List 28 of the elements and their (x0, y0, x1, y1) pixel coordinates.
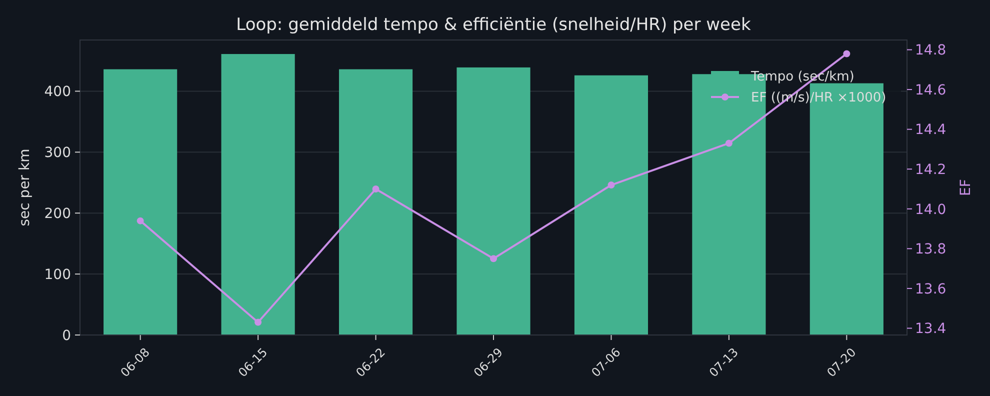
point (372, 185, 380, 192)
y2-tick-label: 13.8 (915, 242, 946, 258)
chart-title: Loop: gemiddeld tempo & efficiëntie (snelheid/HR) per week (236, 15, 751, 35)
bar (574, 75, 648, 335)
y2-tick-label: 13.6 (915, 281, 946, 298)
y2-tick-label: 13.4 (915, 321, 946, 338)
y-tick-label: 0 (62, 328, 71, 344)
point (843, 50, 850, 58)
y2-axis-title: EF (958, 179, 974, 196)
y2-tick-label: 14.6 (915, 82, 946, 98)
point (725, 140, 732, 147)
y2-tick-label: 14.4 (915, 122, 946, 138)
point (254, 318, 262, 326)
bar (104, 69, 178, 335)
point (136, 217, 144, 224)
point (608, 182, 615, 189)
y-axis-title: sec per km (17, 148, 33, 226)
y2-tick-label: 14.0 (915, 202, 946, 218)
bar (338, 69, 413, 335)
bar (456, 67, 530, 335)
y-tick-label: 300 (44, 145, 71, 162)
y2-tick-label: 14.8 (915, 42, 946, 59)
y2-tick-label: 14.2 (915, 162, 946, 178)
bar (221, 54, 295, 335)
y-tick-label: 200 (44, 206, 71, 222)
point (490, 255, 497, 262)
y-tick-label: 400 (44, 84, 71, 100)
y-tick-label: 100 (44, 266, 71, 283)
